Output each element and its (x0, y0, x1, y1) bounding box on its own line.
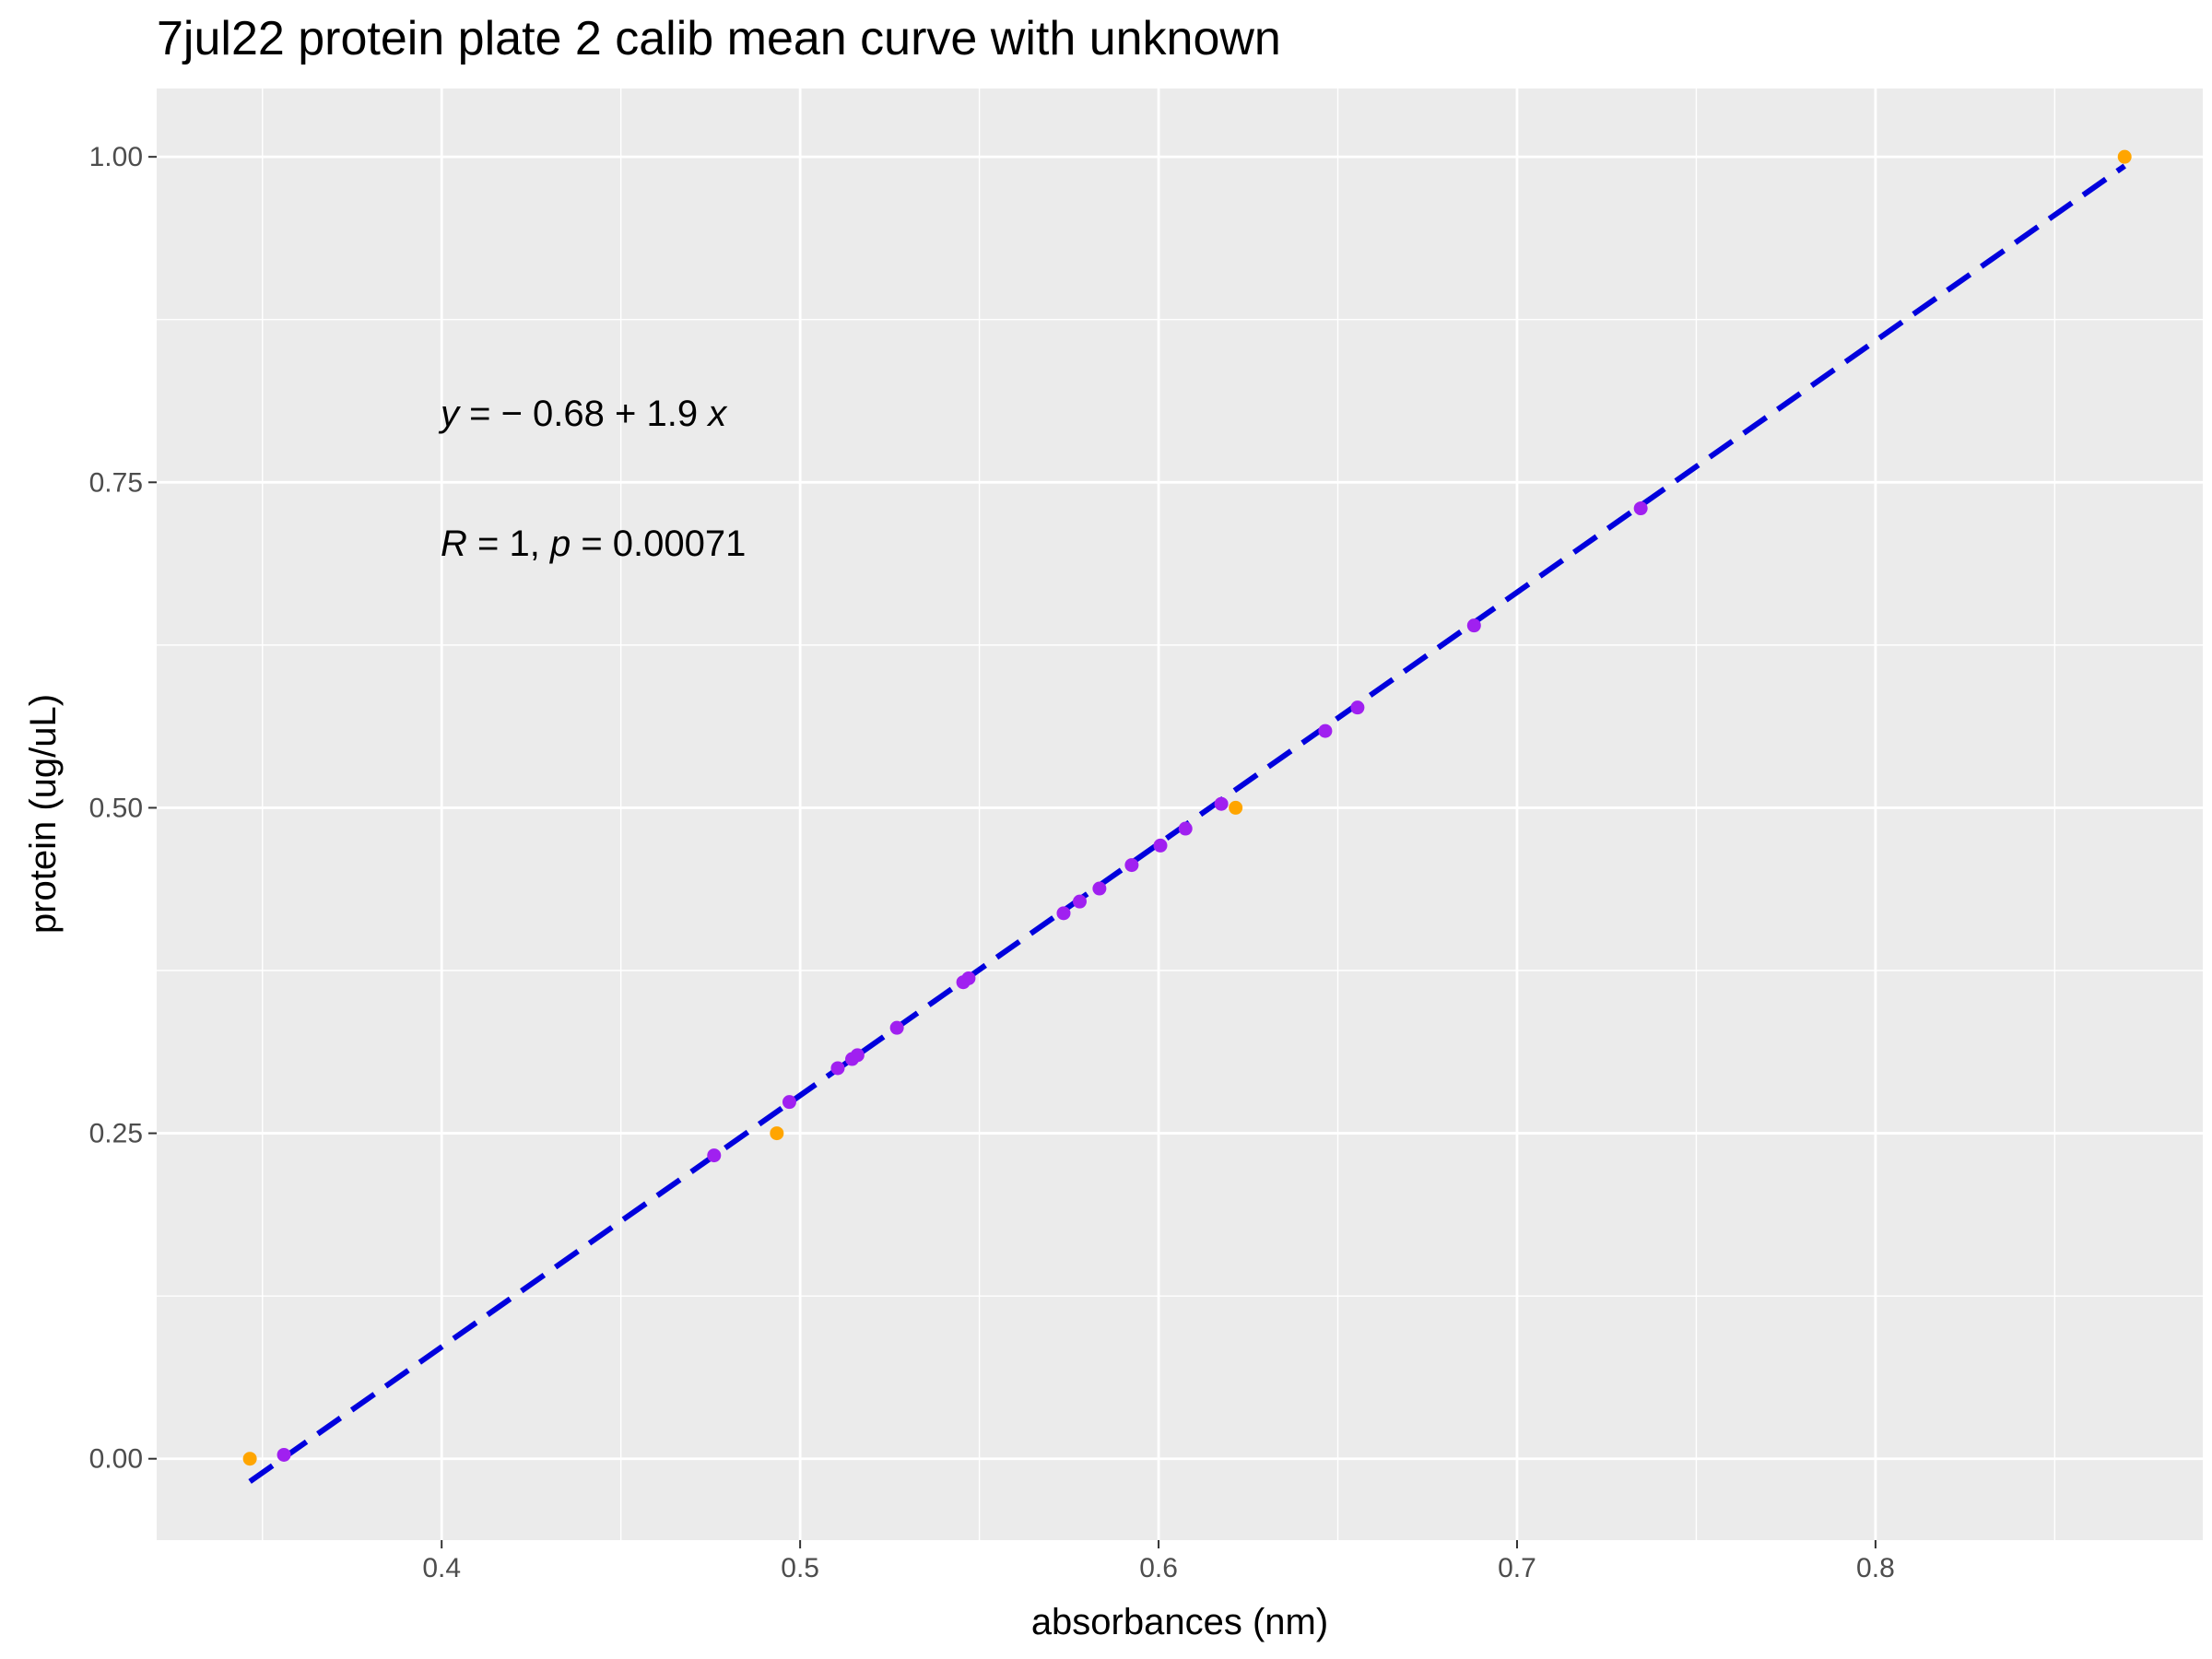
sample-point (1318, 724, 1333, 738)
regression-equation: y = − 0.68 + 1.9 x (438, 394, 728, 434)
sample-point (707, 1148, 722, 1163)
sample-point (961, 971, 976, 985)
stats-p-value: = 0.00071 (571, 524, 746, 564)
y-tick-label: 0.25 (89, 1119, 143, 1149)
sample-point (1466, 618, 1481, 633)
sample-point (1178, 821, 1193, 836)
chart-title: 7jul22 protein plate 2 calib mean curve … (157, 12, 1281, 65)
equation-y-var: y (438, 394, 462, 434)
standard-point (1229, 800, 1243, 815)
x-tick-label: 0.6 (1139, 1553, 1178, 1583)
plot-panel-background (157, 88, 2203, 1540)
stats-r-var: R (441, 524, 467, 564)
sample-point (830, 1061, 845, 1076)
sample-point (782, 1095, 796, 1110)
sample-point (1350, 700, 1365, 715)
sample-point (1214, 796, 1229, 811)
sample-point (1153, 838, 1168, 853)
y-tick-label: 0.00 (89, 1444, 143, 1475)
standard-point (770, 1126, 784, 1141)
stats-p-var: p (549, 524, 571, 564)
sample-point (276, 1447, 291, 1462)
sample-point (1056, 906, 1071, 921)
x-axis-ticks: 0.4 0.5 0.6 0.7 0.8 (422, 1540, 1895, 1583)
standard-point (2117, 149, 2132, 164)
y-axis-title: protein (ug/uL) (23, 694, 64, 934)
x-axis-title: absorbances (nm) (1031, 1602, 1328, 1642)
sample-point (889, 1020, 904, 1035)
sample-point (850, 1048, 865, 1063)
major-gridlines (157, 88, 2203, 1540)
y-tick-label: 0.50 (89, 793, 143, 823)
x-tick-label: 0.5 (781, 1553, 819, 1583)
minor-gridlines (157, 88, 2203, 1540)
sample-point (1092, 881, 1107, 896)
x-tick-label: 0.4 (422, 1553, 461, 1583)
x-tick-label: 0.8 (1856, 1553, 1895, 1583)
sample-point (1633, 501, 1648, 516)
y-tick-label: 1.00 (89, 142, 143, 172)
y-axis-ticks: 0.00 0.25 0.50 0.75 1.00 (89, 142, 157, 1475)
equation-x-var: x (706, 394, 728, 434)
data-points-layer (242, 149, 2132, 1466)
standard-point (242, 1452, 257, 1466)
regression-stats: R = 1, p = 0.00071 (441, 524, 746, 564)
x-tick-label: 0.7 (1498, 1553, 1536, 1583)
sample-point (1072, 894, 1087, 909)
sample-point (1124, 858, 1139, 873)
stats-r-value: = 1, (467, 524, 550, 564)
y-tick-label: 0.75 (89, 467, 143, 498)
equation-body: = − 0.68 + 1.9 (459, 394, 708, 434)
